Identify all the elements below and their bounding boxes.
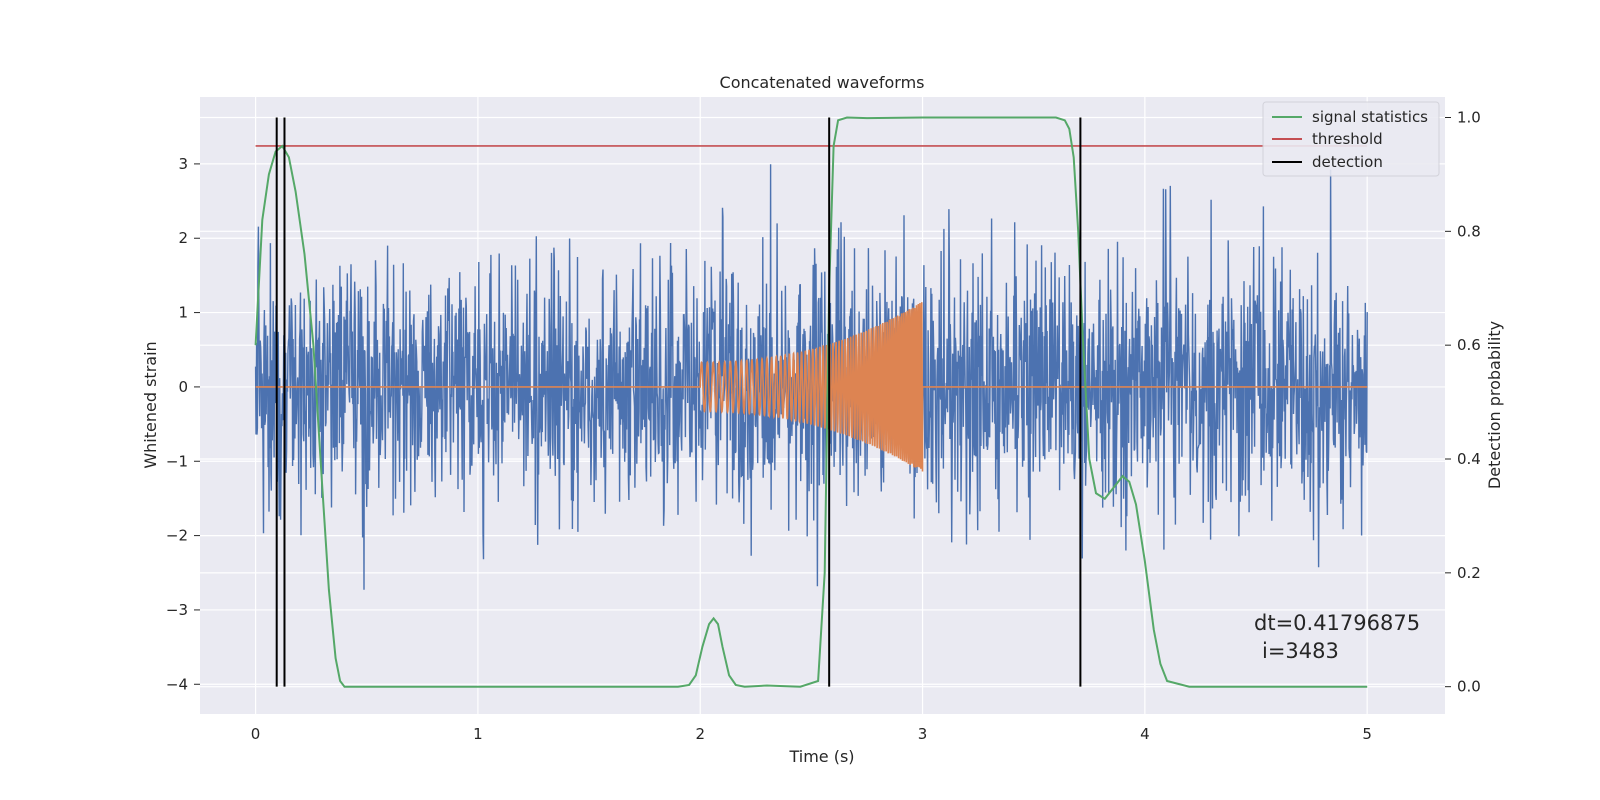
legend-label-signal-statistics: signal statistics — [1312, 108, 1428, 126]
y-tick-label: −3 — [166, 601, 188, 619]
strain-noise-line — [254, 164, 1368, 590]
y-tick-label: −4 — [166, 675, 188, 693]
signal-statistics-line — [254, 116, 1368, 688]
x-tick-label: 4 — [1140, 725, 1150, 743]
data-layer — [254, 116, 1368, 688]
legend-box — [1262, 101, 1440, 177]
waveform-line — [255, 302, 1368, 472]
y2-tick-label: 0.4 — [1457, 450, 1481, 468]
y2-tick-label: 0.0 — [1457, 678, 1481, 696]
legend-label-detection: detection — [1312, 153, 1383, 171]
y-tick-label: −1 — [166, 452, 188, 470]
x-tick-label: 2 — [695, 725, 705, 743]
y-tick-label: 2 — [178, 229, 188, 247]
y2-axis-label: Detection probability — [1485, 321, 1504, 489]
y2-tick-label: 0.6 — [1457, 336, 1481, 354]
y2-tick-label: 0.2 — [1457, 564, 1481, 582]
legend-label-threshold: threshold — [1312, 130, 1383, 148]
chart-title: Concatenated waveforms — [720, 73, 925, 92]
y-tick-label: 0 — [178, 378, 188, 396]
y-tick-label: −2 — [166, 527, 188, 545]
annotation-index: i=3483 — [1262, 639, 1339, 663]
y2-tick-label: 0.8 — [1457, 222, 1481, 240]
x-tick-label: 3 — [918, 725, 928, 743]
x-tick-label: 1 — [473, 725, 483, 743]
y-axis-label: Whitened strain — [141, 341, 160, 468]
y-tick-label: 3 — [178, 155, 188, 173]
annotation-dt: dt=0.41796875 — [1254, 611, 1420, 635]
y2-tick-label: 1.0 — [1457, 108, 1481, 126]
axis-ticks: 0 1 2 3 4 5 −4 −3 −2 −1 0 1 2 3 0.0 0.2 0.4 0.6 0.8 1.0 — [166, 108, 1481, 743]
x-axis-label: Time (s) — [788, 747, 854, 766]
y-tick-label: 1 — [178, 304, 188, 322]
x-tick-label: 5 — [1362, 725, 1372, 743]
x-tick-label: 0 — [251, 725, 261, 743]
legend: signal statistics threshold detection — [1262, 101, 1440, 177]
